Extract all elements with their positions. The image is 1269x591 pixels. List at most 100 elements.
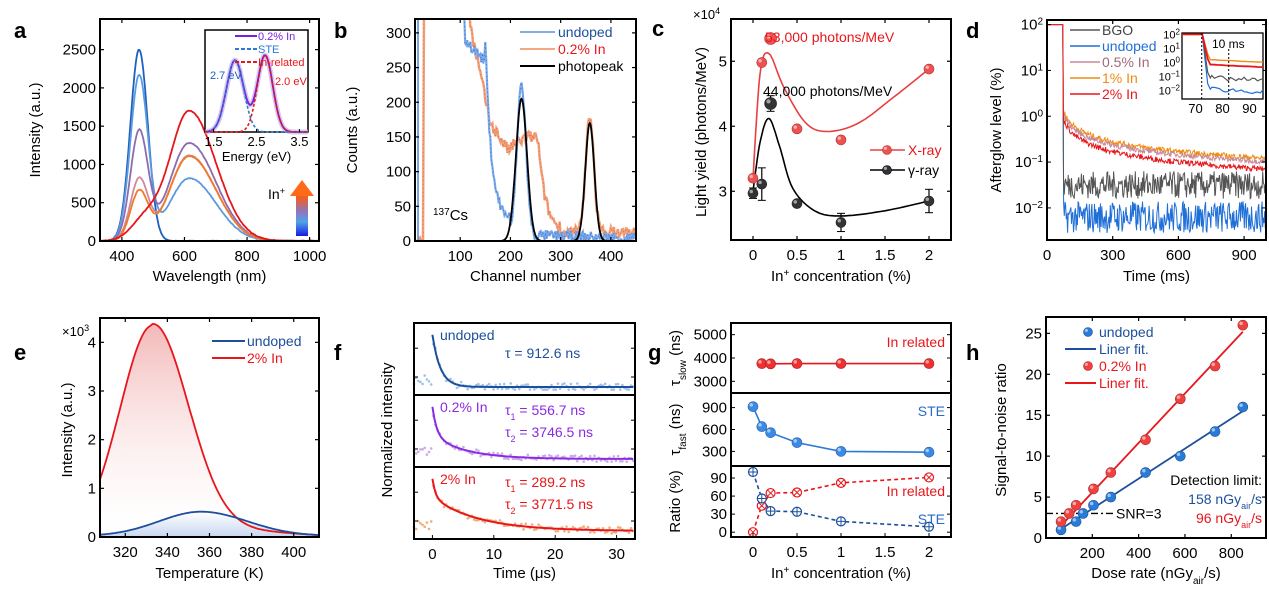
marker-cross (749, 528, 757, 536)
panel-e: e 320 340 360 380 400 0 1 2 3 4 Temperature (K) Inte… (14, 317, 320, 582)
data-point-STE (747, 401, 759, 412)
data-point-2% In (416, 519, 420, 523)
y-tick-label: 900 (702, 400, 727, 417)
data-point-undoped (563, 382, 566, 385)
data-point-STE (835, 446, 847, 457)
fit-line-2% In (431, 478, 634, 532)
data-point-undoped (517, 387, 521, 391)
fit-line-undoped (431, 334, 634, 388)
data-point-undoped (513, 388, 517, 391)
data-point-0.2% In (631, 459, 635, 463)
data-point-2% In (554, 529, 558, 533)
data-point-highlight (837, 218, 841, 223)
data-point-In related (791, 358, 803, 369)
data-point-undoped (567, 388, 570, 391)
data-point-0.2% In (595, 460, 598, 463)
inset-legend-label: In-related (258, 57, 304, 69)
x-axis-label: In+ concentration (%) (771, 268, 911, 286)
detection-limit-value: 96 nGyair/s (1196, 510, 1262, 530)
marker-cross (837, 479, 845, 487)
data-point-undoped (509, 382, 512, 385)
fit-parameter: τ2 = 3771.5 ns (505, 496, 593, 516)
data-point-2% In (530, 523, 534, 526)
x-axis-label: Wavelength (nm) (153, 268, 267, 285)
annotation-gamma-ray-max: 44,000 photons/MeV (763, 83, 893, 99)
x-tick-label: 900 (1232, 247, 1257, 264)
x-tick-label: 400 (281, 544, 306, 561)
colorbar-label: In+ (268, 186, 285, 202)
data-point-0.2% In (513, 457, 517, 461)
y-scale-label: ×104 (693, 6, 720, 22)
x-tick-label: 0 (428, 546, 436, 563)
fit-parameter: τ = 912.6 ns (505, 345, 580, 361)
panel-label-f: f (334, 340, 342, 365)
data-point-2% In (533, 528, 536, 532)
x-tick-label: 30 (608, 546, 625, 563)
x-axis-label: In+ concentration (%) (771, 565, 911, 583)
x-tick-label: 800 (235, 248, 260, 265)
y-axis-label: Intensity (a.u.) (59, 382, 76, 477)
data-point-0.2% In (563, 455, 566, 458)
data-point-0.2% In (421, 448, 424, 451)
subplot-label: 0.2% In (440, 399, 487, 415)
data-point-0.2% In (470, 452, 474, 456)
y-tick-label: 200 (386, 94, 411, 111)
inset-y-tick-label: 10−2 (1159, 83, 1181, 98)
y-tick-label: 101 (1021, 62, 1044, 80)
line-0.5-in (1047, 24, 1266, 165)
x-tick-label: 0 (749, 544, 757, 561)
colorbar (296, 196, 308, 236)
data-point-highlight (1142, 436, 1146, 440)
plot-frame (1046, 19, 1267, 241)
inset-x-tick-label: 70 (1188, 101, 1202, 116)
data-point-undoped (625, 387, 629, 391)
data-point-undoped (599, 383, 603, 387)
y-tick-label: 90 (710, 470, 727, 487)
y-tick-label: 600 (702, 422, 727, 439)
data-point-undoped (455, 386, 459, 390)
data-point-STE (791, 437, 803, 448)
data-point-highlight (758, 59, 762, 63)
x-tick-label: 1.5 (875, 544, 896, 561)
data-point-2% In (629, 526, 633, 530)
data-point-undoped (481, 383, 485, 387)
y-tick-label: 0 (88, 529, 96, 546)
x-tick-label: 2 (925, 544, 933, 561)
data-point-undoped (1237, 401, 1249, 413)
data-point-highlight (749, 403, 753, 407)
data-point-2% In (483, 520, 487, 524)
fit-parameter: τ1 = 289.2 ns (505, 474, 585, 494)
fit-parameter: τ2 = 3746.5 ns (505, 424, 593, 444)
data-point-x-ray (791, 123, 803, 135)
data-point-0.2% In (496, 452, 500, 455)
data-point-0.2% In (575, 459, 579, 463)
plot-frame (414, 18, 637, 242)
data-point-highlight (767, 360, 771, 364)
x-tick-label: 400 (109, 248, 134, 265)
panel-b: b 100 200 300 400 0 50 100 150 200 250 300 Channel n… (334, 18, 637, 285)
data-point-undoped (1175, 450, 1186, 462)
data-point-undoped (614, 382, 618, 386)
data-point-undoped (419, 380, 422, 384)
y-tick-label: 2000 (63, 80, 96, 97)
data-point-gamma-ray (923, 195, 935, 207)
legend-label: Liner fit. (1099, 341, 1149, 357)
data-point-2% In (563, 529, 566, 533)
data-point-highlight (793, 125, 797, 129)
data-point-undoped (524, 383, 528, 386)
x-tick-label: 300 (1100, 247, 1125, 264)
data-point-highlight (925, 448, 929, 453)
y-tick-label: 1 (88, 480, 96, 497)
data-point-undoped (444, 379, 448, 383)
data-point-2% In (601, 527, 605, 530)
data-point-2% In (466, 517, 470, 520)
data-point-undoped (492, 388, 495, 391)
data-point-highlight (925, 65, 929, 70)
y-axis-label: Normalized intensity (379, 362, 396, 498)
data-point-highlight (758, 423, 762, 427)
x-tick-label: 2 (925, 247, 933, 264)
data-point-x-ray (835, 134, 847, 146)
x-tick-label: 300 (548, 248, 573, 265)
